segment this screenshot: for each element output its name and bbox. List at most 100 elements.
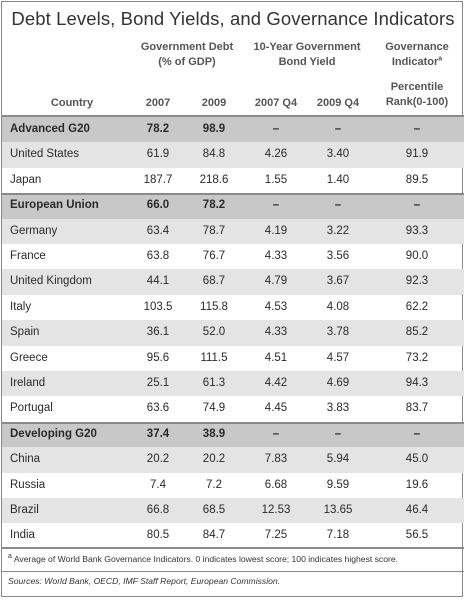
sources-divider [2,571,464,572]
header-governance-line1: Governance [385,41,449,53]
cell-debt-2007: 63.6 [146,402,170,415]
cell-gov: – [413,199,421,212]
country-name: Portugal [10,402,53,415]
cell-yield-2009: 1.40 [326,173,350,186]
cell-yield-2007: 4.33 [264,250,288,262]
cell-gov: 19.6 [405,478,429,491]
country-name: France [10,250,46,262]
table-bottom-divider [2,547,464,549]
footnote-mark: a [8,553,12,561]
country-name: Russia [10,478,46,491]
cell-yield-2009: 5.94 [326,453,350,466]
cell-yield-2009: 3.40 [326,148,350,161]
cell-debt-2009: 84.7 [202,529,226,542]
cell-gov: 94.3 [405,377,429,389]
cell-debt-2007: 80.5 [146,529,170,542]
cell-debt-2009: 84.8 [202,148,226,161]
header-governance-footnote-mark: a [438,55,443,63]
cell-yield-2009: 3.67 [326,275,350,288]
cell-gov: 93.3 [405,224,429,237]
cell-debt-2007: 25.1 [146,377,170,389]
cell-yield-2009: 7.18 [326,529,350,542]
cell-yield-2009: 4.08 [326,300,350,313]
cell-yield-2007: 4.79 [264,275,288,288]
cell-gov: 83.7 [405,402,429,415]
table-row: United Kingdom 44.1 68.7 4.79 3.67 92.3 [2,269,464,295]
country-name: Developing G20 [10,427,97,440]
country-name: India [10,529,35,542]
country-name: Ireland [10,377,46,389]
section-row: Developing G20 37.4 38.9 – – – [2,421,464,448]
table-row: Japan 187.7 218.6 1.55 1.40 89.5 [2,168,464,193]
header-governance-indicator: Governance Indicatora [374,40,460,70]
table-row: Portugal 63.6 74.9 4.45 3.83 83.7 [2,396,464,421]
country-name: United States [10,148,80,161]
cell-yield-2009: 3.56 [326,250,350,262]
table-row: Spain 36.1 52.0 4.33 3.78 85.2 [2,320,464,346]
cell-debt-2009: 38.9 [202,427,226,440]
column-header-country: Country [50,97,94,109]
cell-debt-2007: 20.2 [146,453,170,466]
header-government-debt: Government Debt (% of GDP) [132,40,242,70]
table-row: China 20.2 20.2 7.83 5.94 45.0 [2,447,464,473]
cell-yield-2009: 4.57 [326,351,350,364]
sources-note: Sources: World Bank, OECD, IMF Staff Rep… [8,576,281,586]
cell-debt-2007: 44.1 [146,275,170,288]
cell-yield-2007: 4.26 [264,148,288,161]
cell-yield-2007: 4.51 [264,351,288,364]
cell-yield-2009: – [334,123,342,135]
cell-gov: 56.5 [405,529,429,542]
cell-debt-2009: 98.9 [202,123,226,135]
table-row: Greece 95.6 111.5 4.51 4.57 73.2 [2,346,464,371]
cell-debt-2009: 52.0 [202,326,226,339]
column-header-yield-2007: 2007 Q4 [254,97,298,109]
column-header-percentile-line1: Percentile [390,81,444,93]
cell-debt-2009: 7.2 [206,478,222,491]
table-row: Ireland 25.1 61.3 4.42 4.69 94.3 [2,371,464,397]
cell-debt-2009: 20.2 [202,453,226,466]
cell-debt-2007: 66.0 [146,199,170,212]
cell-yield-2007: 7.25 [264,529,288,542]
column-header-debt-2007: 2007 [145,97,171,109]
cell-gov: 85.2 [405,326,429,339]
cell-debt-2007: 7.4 [150,478,166,491]
cell-yield-2007: 4.42 [264,377,288,389]
cell-debt-2007: 63.8 [146,250,170,262]
column-header-percentile: Percentile Rank(0-100) [374,80,460,110]
table-title: Debt Levels, Bond Yields, and Governance… [11,8,455,29]
cell-debt-2009: 115.8 [200,300,228,313]
column-header-percentile-line2: Rank(0-100) [385,96,449,108]
header-governance-line2-wrap: Indicatora [374,55,460,70]
cell-debt-2009: 68.5 [202,504,226,516]
cell-yield-2007: 7.83 [264,453,288,466]
country-name: Japan [10,173,42,186]
table-row: Italy 103.5 115.8 4.53 4.08 62.2 [2,295,464,320]
column-header-yield-2009: 2009 Q4 [316,97,360,109]
footnote-text: Average of World Bank Governance Indicat… [11,554,399,564]
header-bond-yield: 10-Year Government Bond Yield [244,40,370,70]
cell-debt-2007: 37.4 [146,427,170,440]
cell-yield-2009: 3.83 [326,402,350,415]
cell-gov: 90.0 [405,250,429,262]
cell-gov: 45.0 [405,453,429,466]
cell-yield-2009: – [334,427,342,440]
country-name: Brazil [10,504,39,516]
header-bond-yield-line2: Bond Yield [278,56,336,68]
cell-gov: 91.9 [405,148,429,161]
cell-debt-2009: 61.3 [202,377,226,389]
header-governance-line2: Indicator [391,56,439,68]
header-divider [2,115,464,117]
cell-debt-2007: 66.8 [146,504,170,516]
footnote: a Average of World Bank Governance Indic… [8,553,460,566]
cell-debt-2009: 74.9 [202,402,226,415]
cell-yield-2009: 4.69 [326,377,350,389]
cell-debt-2007: 61.9 [146,148,170,161]
cell-debt-2009: 111.5 [200,351,228,364]
cell-gov: 73.2 [405,351,429,364]
column-header-debt-2009: 2009 [201,97,227,109]
cell-gov: 92.3 [405,275,429,288]
cell-debt-2009: 78.2 [202,199,226,212]
cell-yield-2009: 9.59 [326,478,350,491]
cell-yield-2009: – [334,199,342,212]
